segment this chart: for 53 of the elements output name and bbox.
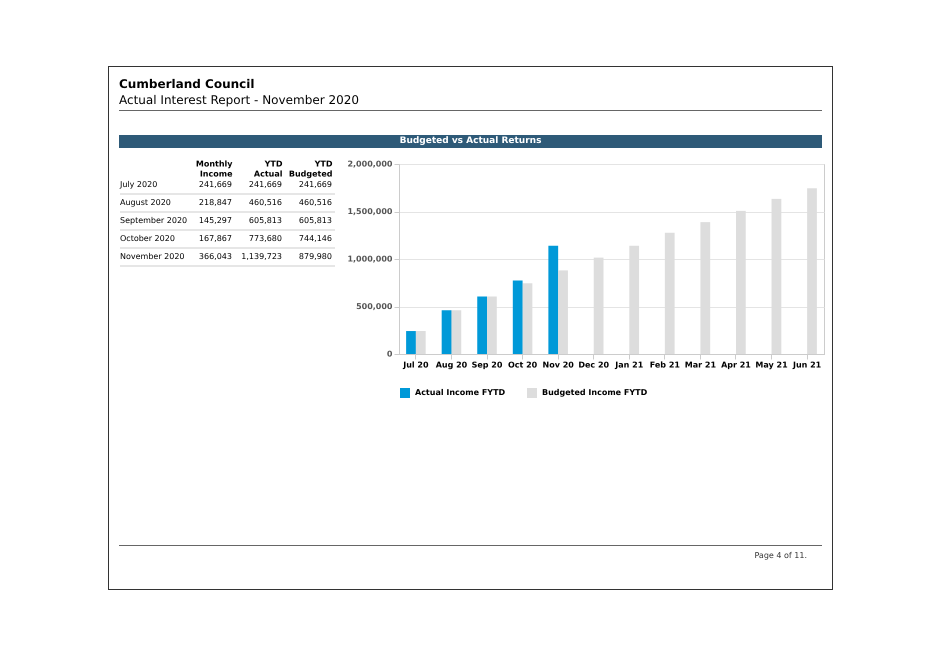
text: Actual Interest Report - November 2020 (119, 93, 359, 107)
y-tick-label: 500,000 (356, 302, 393, 311)
bar (406, 331, 416, 354)
data-label: 167,867 (198, 234, 232, 243)
legend-label: Actual Income FYTD (415, 388, 506, 397)
category-label: July 2020 (119, 180, 158, 189)
x-tick-label: Nov 20 (542, 360, 574, 370)
x-tick-label: Jan 21 (614, 360, 644, 370)
bar (548, 246, 558, 354)
bar (442, 310, 452, 354)
category-label: August 2020 (120, 198, 171, 207)
data-label: 241,669 (248, 180, 282, 189)
x-tick-label: Jun 21 (792, 360, 822, 370)
x-tick-label: May 21 (755, 360, 788, 370)
text: Page 4 of 11. (754, 551, 807, 560)
data-label: 241,669 (298, 180, 332, 189)
category-label: November 2020 (120, 252, 185, 261)
data-label: 879,980 (298, 252, 332, 261)
data-label: 744,146 (298, 234, 332, 243)
x-tick-label: Dec 20 (578, 360, 610, 370)
data-label: 1,139,723 (241, 252, 282, 261)
data-label: 145,297 (198, 216, 232, 225)
y-tick-label: 1,500,000 (347, 207, 393, 216)
legend-label: Budgeted Income FYTD (542, 388, 648, 397)
data-label: 773,680 (248, 234, 282, 243)
data-label: 605,813 (248, 216, 282, 225)
data-label: 366,043 (198, 252, 232, 261)
data-label: 460,516 (298, 198, 332, 207)
category-label: October 2020 (120, 234, 175, 243)
text: YTD Actual (254, 160, 283, 178)
category-label: September 2020 (120, 216, 188, 225)
chart-title: Budgeted vs Actual Returns (119, 135, 822, 148)
x-tick-label: Apr 21 (721, 360, 752, 370)
x-tick-label: Jul 20 (402, 360, 429, 370)
data-label: 460,516 (248, 198, 282, 207)
series-label: Monthly Income (196, 160, 234, 178)
bar (416, 331, 426, 354)
data-label: 605,813 (298, 216, 332, 225)
bar (512, 280, 523, 354)
data-label: 218,847 (198, 198, 232, 207)
bar (477, 296, 488, 354)
x-tick-label: Oct 20 (508, 360, 538, 370)
x-tick-label: Aug 20 (436, 360, 468, 370)
y-tick-label: 0 (386, 350, 393, 358)
x-tick-label: Mar 21 (684, 360, 716, 370)
x-tick-label: Feb 21 (650, 360, 680, 370)
data-label: 241,669 (198, 180, 232, 189)
bar (451, 310, 462, 354)
text: YTD Budgeted (288, 160, 333, 178)
text: Cumberland Council (119, 77, 254, 91)
y-tick-label: 1,000,000 (347, 254, 393, 264)
x-tick-label: Sep 20 (472, 360, 503, 370)
y-tick-label: 2,000,000 (347, 160, 393, 168)
